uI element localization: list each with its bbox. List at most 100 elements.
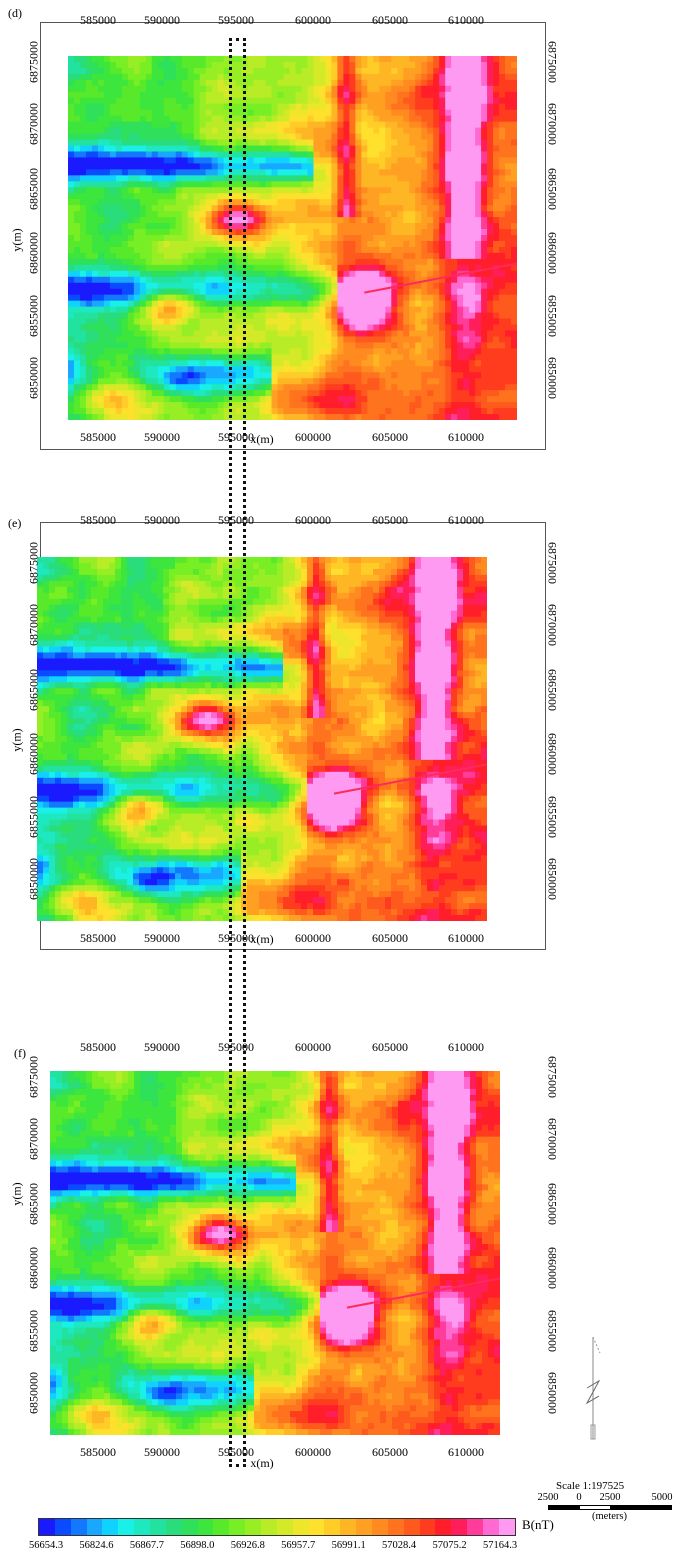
heatmap-cell [331,384,338,391]
heatmap-cell [127,384,135,391]
x-tick-label: 590000 [144,430,180,444]
y-tick-label: 6860000 [26,231,41,274]
heatmap-cell [325,133,333,141]
heatmap-cell [385,354,392,361]
heatmap-cell [259,360,267,367]
heatmap-cell [469,258,476,266]
heatmap-cell [295,139,303,147]
heatmap-cell [223,396,231,403]
heatmap-cell [403,223,410,230]
heatmap-cell [319,187,327,194]
heatmap-cell [127,217,135,224]
heatmap-cell [445,163,452,170]
heatmap-cell [253,402,261,409]
heatmap-cell [355,300,362,308]
heatmap-cell [445,378,452,385]
x-axis-label: x(m) [250,432,274,446]
heatmap-cell [373,408,380,415]
heatmap-cell [481,133,488,141]
heatmap-cell [475,109,482,117]
heatmap-cell [253,169,261,176]
heatmap-cell [481,312,488,320]
heatmap-cell [109,270,117,278]
heatmap-cell [187,300,195,308]
heatmap-cell [217,282,225,290]
heatmap-cell [235,574,242,582]
heatmap-cell [73,145,81,153]
heatmap-cell [499,294,506,302]
heatmap-cell [73,396,81,403]
heatmap-cell [235,235,243,242]
heatmap-cell [457,372,464,379]
heatmap-cell [91,586,98,594]
heatmap-cell [409,282,416,290]
heatmap-cell [325,181,333,188]
heatmap-cell [367,175,374,182]
heatmap-cell [349,127,356,135]
heatmap-cell [157,312,165,320]
heatmap-cell [68,396,75,403]
heatmap-cell [139,133,147,141]
heatmap-cell [481,342,488,349]
heatmap-cell [217,109,225,117]
heatmap-cell [253,127,261,135]
heatmap-cell [247,133,255,141]
heatmap-cell [499,163,506,170]
heatmap-cell [145,79,153,87]
heatmap-cell [403,336,410,344]
heatmap-cell [343,562,350,570]
heatmap-cell [427,91,434,99]
heatmap-cell [469,199,476,206]
heatmap-cell [289,414,297,420]
heatmap-cell [349,199,356,206]
heatmap-cell [307,258,315,266]
heatmap-cell [133,193,141,200]
heatmap-cell [421,372,428,379]
heatmap-cell [355,169,362,176]
heatmap-cell [331,324,338,332]
heatmap-cell [247,67,255,75]
heatmap-cell [487,240,494,248]
heatmap-cell [373,276,380,284]
heatmap-cell [109,336,117,344]
heatmap-cell [397,360,404,367]
heatmap-cell [349,270,356,278]
heatmap-cell [331,348,338,355]
heatmap-cell [349,79,356,87]
heatmap-cell [211,169,219,176]
heatmap-cell [163,235,171,242]
heatmap-cell [73,294,81,302]
heatmap-cell [163,109,171,117]
heatmap-cell [187,288,195,296]
heatmap-cell [283,73,291,81]
heatmap-cell [355,73,362,81]
heatmap-cell [445,562,452,570]
heatmap-cell [307,61,315,69]
heatmap-cell [163,282,171,290]
heatmap-cell [145,354,153,361]
heatmap-cell [361,318,368,326]
heatmap-cell [277,139,285,147]
heatmap-cell [169,396,177,403]
heatmap-cell [337,97,344,105]
heatmap-cell [331,294,338,302]
heatmap-cell [397,145,404,153]
heatmap-cell [313,240,321,248]
heatmap-cell [427,348,434,355]
heatmap-cell [499,396,506,403]
heatmap-cell [475,199,482,206]
heatmap-cell [313,217,321,224]
heatmap-cell [295,67,303,75]
heatmap-cell [175,557,182,564]
heatmap-cell [217,330,225,338]
heatmap-cell [115,264,123,272]
heatmap-cell [451,109,458,117]
heatmap-cell [289,306,297,314]
heatmap-cell [481,396,488,403]
heatmap-cell [127,360,135,367]
heatmap-cell [343,97,350,105]
heatmap-cell [277,109,285,117]
heatmap-cell [133,145,141,153]
heatmap-cell [445,211,452,218]
heatmap-cell [169,139,177,147]
